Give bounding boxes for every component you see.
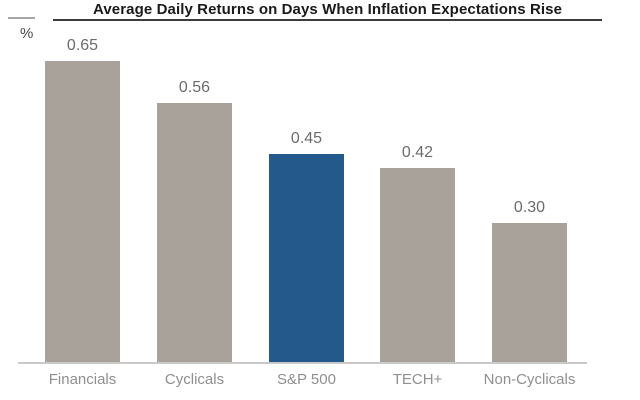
bar-cyclicals: [157, 103, 232, 362]
category-label: S&P 500: [277, 371, 336, 388]
value-label: 0.45: [290, 130, 323, 147]
value-label: 0.30: [513, 199, 546, 216]
category-label: Financials: [48, 371, 117, 388]
bar-tech-: [380, 168, 455, 362]
value-label: 0.56: [178, 79, 211, 96]
bar-s-p-500: [269, 154, 344, 362]
value-label: 0.42: [401, 144, 434, 161]
x-axis-line: [18, 362, 587, 364]
category-label: TECH+: [392, 371, 443, 388]
category-label: Non-Cyclicals: [483, 371, 576, 388]
category-label: Cyclicals: [164, 371, 225, 388]
title-underline: [53, 19, 602, 21]
bar-financials: [45, 61, 120, 362]
y-axis-label: %: [20, 25, 34, 42]
top-left-rule: [8, 17, 35, 19]
bar-non-cyclicals: [492, 223, 567, 362]
chart-title: Average Daily Returns on Days When Infla…: [92, 1, 563, 18]
value-label: 0.65: [66, 37, 99, 54]
